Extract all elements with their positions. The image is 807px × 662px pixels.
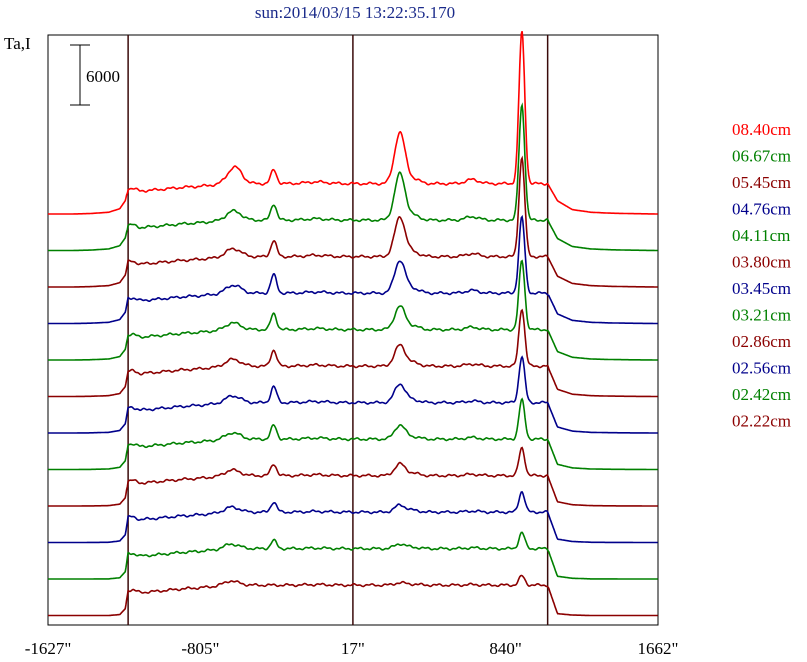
series-line-04.76cm (48, 214, 658, 325)
x-tick-label: 1662" (638, 639, 679, 658)
legend-entry: 02.86cm (732, 332, 791, 351)
series-curves (48, 30, 658, 617)
series-line-08.40cm (48, 30, 658, 215)
x-tick-label: 840" (489, 639, 521, 658)
legend-entry: 03.80cm (732, 253, 791, 272)
chart-title: sun:2014/03/15 13:22:35.170 (255, 3, 455, 22)
series-line-02.42cm (48, 531, 658, 580)
legend-entry: 02.56cm (732, 359, 791, 378)
series-line-03.45cm (48, 355, 658, 434)
legend-entry: 06.67cm (732, 147, 791, 166)
series-line-02.86cm (48, 446, 658, 507)
legend-entry: 03.21cm (732, 306, 791, 325)
legend-entry: 02.22cm (732, 412, 791, 431)
x-tick-labels: -1627" -805" 17" 840" 1662" (25, 639, 679, 658)
series-line-06.67cm (48, 102, 658, 252)
x-tick-label: 17" (341, 639, 365, 658)
series-line-02.22cm (48, 574, 658, 617)
legend-entry: 02.42cm (732, 385, 791, 404)
legend-entry: 08.40cm (732, 120, 791, 139)
legend-entry: 04.11cm (732, 226, 790, 245)
series-line-05.45cm (48, 155, 658, 288)
scale-bar-label: 6000 (86, 67, 120, 86)
series-line-03.21cm (48, 397, 658, 471)
scale-bar: 6000 (70, 44, 120, 106)
x-tick-label: -1627" (25, 639, 72, 658)
legend-entry: 03.45cm (732, 279, 791, 298)
series-line-02.56cm (48, 490, 658, 544)
legend-entry: 05.45cm (732, 173, 791, 192)
legend-entry: 04.76cm (732, 200, 791, 219)
x-tick-label: -805" (181, 639, 219, 658)
y-axis-label: Ta,I (4, 34, 31, 53)
legend: 08.40cm 06.67cm 05.45cm 04.76cm 04.11cm 03.80… (732, 120, 791, 431)
series-line-03.80cm (48, 308, 658, 398)
series-line-04.11cm (48, 259, 658, 361)
